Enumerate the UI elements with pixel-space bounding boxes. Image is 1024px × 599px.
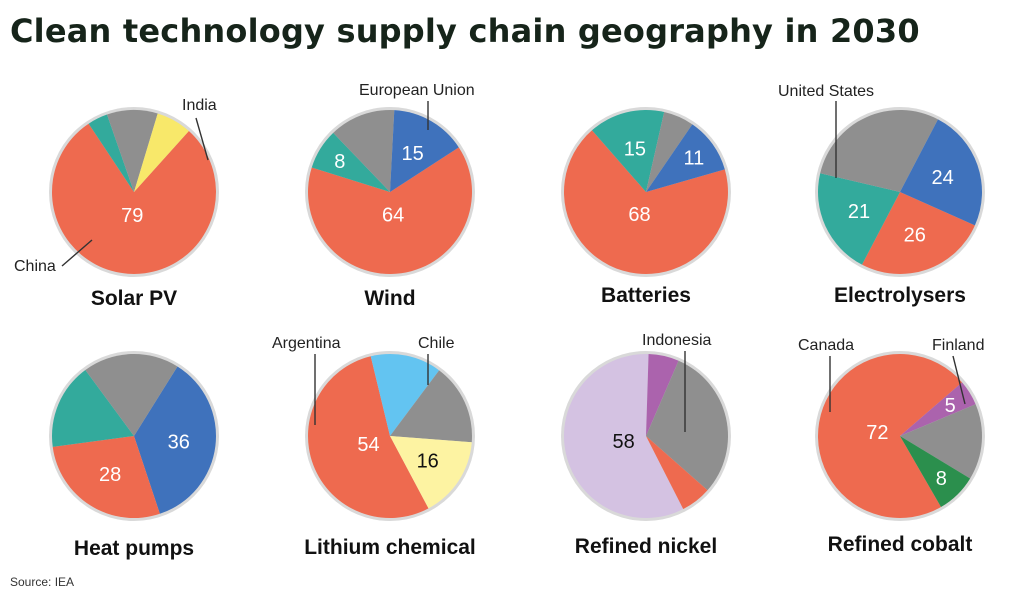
data-label: 8 bbox=[936, 468, 947, 490]
pie-slice bbox=[88, 114, 134, 192]
annotation-label: Argentina bbox=[272, 335, 341, 352]
pie-slice bbox=[646, 112, 693, 192]
pie-slice bbox=[563, 130, 728, 275]
pie-slice bbox=[390, 110, 459, 192]
annotation-label: European Union bbox=[359, 82, 475, 99]
data-label: 24 bbox=[931, 167, 953, 189]
data-label: 36 bbox=[168, 431, 190, 453]
pie-slice bbox=[646, 124, 725, 192]
pie-slice bbox=[333, 109, 395, 192]
pie-slice bbox=[900, 119, 982, 226]
pie-slice bbox=[52, 123, 217, 274]
pie-slice bbox=[107, 109, 158, 192]
data-label: 58 bbox=[612, 431, 634, 453]
pie-slice bbox=[817, 353, 963, 518]
data-label: 79 bbox=[121, 205, 143, 227]
data-label: 54 bbox=[357, 434, 379, 456]
pie-label-refined-nickel: Refined nickel bbox=[575, 535, 717, 558]
data-label: 64 bbox=[382, 205, 404, 227]
data-label: 16 bbox=[417, 451, 439, 473]
source-note: Source: IEA bbox=[10, 575, 75, 589]
pie-slice bbox=[563, 353, 684, 518]
pie-label-lithium-chemical: Lithium chemical bbox=[304, 536, 476, 559]
pie-label-refined-cobalt: Refined cobalt bbox=[828, 533, 973, 556]
data-label: 5 bbox=[945, 395, 956, 417]
pie-slice bbox=[862, 192, 975, 275]
leader-line bbox=[61, 239, 93, 267]
pie-slice bbox=[646, 436, 708, 510]
data-label: 68 bbox=[628, 204, 650, 226]
data-label: 15 bbox=[624, 138, 646, 160]
pie-slice bbox=[311, 132, 390, 192]
pie-slice bbox=[390, 436, 472, 509]
pie-slice bbox=[900, 436, 971, 508]
pie-slice bbox=[134, 113, 189, 192]
annotation-label: Finland bbox=[932, 337, 984, 354]
annotation-label: United States bbox=[778, 83, 874, 100]
pie-label-wind: Wind bbox=[364, 287, 415, 310]
data-label: 11 bbox=[684, 148, 705, 170]
annotation-label: Indonesia bbox=[642, 332, 711, 349]
pie-slice bbox=[85, 354, 178, 436]
pie-slice bbox=[818, 173, 900, 265]
data-label: 26 bbox=[904, 225, 926, 247]
pie-slice bbox=[390, 370, 473, 443]
chart-title: Clean technology supply chain geography … bbox=[10, 12, 920, 50]
pie-slice bbox=[646, 354, 679, 436]
pie-slice bbox=[591, 110, 665, 192]
data-label: 15 bbox=[401, 143, 423, 165]
data-label: 28 bbox=[99, 464, 121, 486]
pie-slice bbox=[820, 110, 938, 192]
pie-slice bbox=[307, 147, 472, 274]
annotation-label: China bbox=[14, 258, 56, 275]
pie-slice bbox=[52, 436, 160, 519]
pie-slice bbox=[900, 382, 976, 436]
pie-label-heat-pumps: Heat pumps bbox=[74, 537, 194, 560]
leader-line bbox=[952, 355, 966, 405]
annotation-label: India bbox=[182, 97, 217, 114]
pie-slice bbox=[900, 404, 982, 479]
pie-slice bbox=[646, 360, 729, 491]
data-label: 72 bbox=[866, 422, 888, 444]
pie-label-solar-pv: Solar PV bbox=[91, 287, 177, 310]
pie-label-electrolysers: Electrolysers bbox=[834, 284, 966, 307]
pie-slice bbox=[134, 366, 216, 514]
leader-line bbox=[195, 117, 209, 161]
pie-slice bbox=[370, 354, 440, 436]
pie-slice bbox=[51, 370, 134, 447]
annotation-label: Canada bbox=[798, 337, 854, 354]
data-label: 21 bbox=[848, 201, 870, 223]
data-label: 8 bbox=[334, 151, 345, 173]
pie-label-batteries: Batteries bbox=[601, 284, 691, 307]
annotation-label: Chile bbox=[418, 335, 455, 352]
pie-slice bbox=[307, 356, 429, 519]
